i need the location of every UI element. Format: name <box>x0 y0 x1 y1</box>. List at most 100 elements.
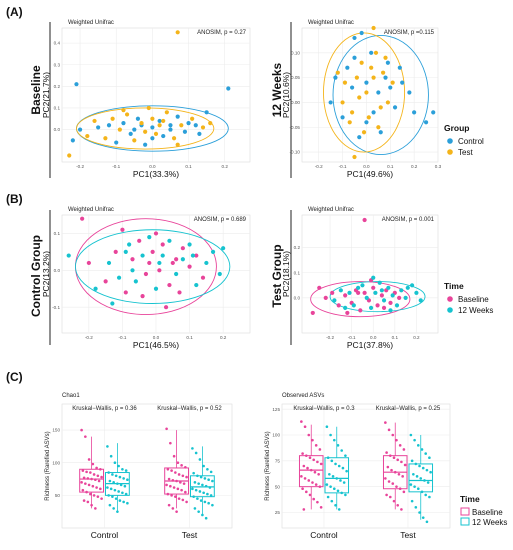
data-point <box>328 472 331 476</box>
y-axis-label: PC2(10.6%) <box>281 72 291 118</box>
data-point <box>200 275 206 280</box>
data-point <box>153 286 159 291</box>
data-point <box>119 483 123 487</box>
data-point <box>397 65 402 70</box>
data-point <box>86 477 90 480</box>
data-point <box>383 55 388 60</box>
data-point <box>123 290 128 295</box>
data-point <box>423 120 429 125</box>
data-point <box>170 469 173 472</box>
data-point <box>420 448 424 451</box>
data-point <box>340 115 345 120</box>
data-point <box>308 493 312 497</box>
data-point <box>157 118 162 124</box>
data-point <box>331 475 335 478</box>
data-point <box>165 427 168 431</box>
data-point <box>352 55 357 60</box>
confidence-ellipse <box>323 32 406 153</box>
x-tick-label: 0.1 <box>387 164 394 169</box>
data-point <box>186 120 191 126</box>
chart-title: Weighted Unifrac <box>308 207 354 213</box>
chart-title: Observed ASVs <box>282 393 324 399</box>
data-point <box>371 275 376 280</box>
data-point <box>87 458 91 461</box>
data-point <box>91 462 95 466</box>
data-point <box>94 507 97 510</box>
y-tick-label: 0.2 <box>294 245 301 250</box>
data-point <box>379 288 384 293</box>
data-point <box>300 420 303 423</box>
y-axis-label: PC2(21.7%) <box>41 72 51 118</box>
data-point <box>122 477 125 480</box>
data-point <box>97 479 101 483</box>
x-tick-label: Control <box>310 530 338 540</box>
data-point <box>410 499 414 503</box>
y-tick-label: 75 <box>275 458 281 463</box>
data-point <box>93 286 98 291</box>
data-point <box>108 503 112 507</box>
x-tick-label: -0.2 <box>326 335 334 340</box>
data-point <box>359 30 364 36</box>
data-point <box>160 253 165 258</box>
data-point <box>169 441 172 445</box>
row-label-control-group: Control Group <box>29 235 43 317</box>
data-point <box>175 510 178 513</box>
data-point <box>401 475 404 478</box>
data-point <box>364 90 369 95</box>
data-point <box>70 138 75 143</box>
data-point <box>385 451 388 454</box>
data-point <box>405 285 410 290</box>
anosim-annotation: ANOSIM, p = 0.689 <box>194 217 247 223</box>
data-point <box>112 507 115 510</box>
data-point <box>388 300 393 305</box>
data-point <box>359 60 364 65</box>
data-point <box>81 469 85 472</box>
data-point <box>170 260 175 266</box>
y-tick-label: 50 <box>275 484 281 489</box>
x-tick-label: 0.0 <box>370 335 377 340</box>
data-point <box>311 481 314 484</box>
x-tick-label: Test <box>182 530 198 540</box>
data-point <box>94 478 97 482</box>
data-point <box>373 290 378 295</box>
data-point <box>194 451 198 455</box>
data-point <box>418 298 423 303</box>
data-point <box>345 469 348 473</box>
data-point <box>384 421 387 424</box>
y-tick-label: 0.00 <box>291 100 300 105</box>
data-point <box>117 127 122 132</box>
data-point <box>323 295 328 300</box>
data-point <box>147 235 152 240</box>
data-point <box>312 458 316 462</box>
x-tick-label: 0.0 <box>363 164 370 169</box>
data-point <box>403 295 408 300</box>
data-point <box>199 499 203 502</box>
data-point <box>376 90 381 95</box>
panel-label-a: (A) <box>6 5 23 19</box>
data-point <box>197 131 202 137</box>
data-point <box>410 459 414 463</box>
legend-title: Group <box>444 123 470 133</box>
data-point <box>307 479 311 482</box>
data-point <box>194 253 199 258</box>
data-point <box>352 154 357 160</box>
data-point <box>99 487 102 491</box>
data-point <box>77 127 83 132</box>
data-point <box>121 120 126 126</box>
data-point <box>426 481 430 484</box>
y-tick-label: 0.0 <box>54 268 61 273</box>
data-point <box>202 464 205 468</box>
data-point <box>316 500 319 504</box>
data-point <box>389 454 392 457</box>
confidence-ellipse <box>74 229 231 304</box>
data-point <box>100 497 103 500</box>
data-point <box>160 242 165 247</box>
data-point <box>305 454 308 457</box>
data-point <box>356 290 361 295</box>
data-point <box>409 283 415 288</box>
data-point <box>364 120 369 125</box>
y-axis-label: Richness (Rarefied ASVs) <box>265 431 271 500</box>
scatter-plot-0: -0.2 -0.1 0.0 0.1 0.2 0.0 0.1 0.2 0.3 0.4 Weighted… <box>41 20 251 179</box>
data-point <box>336 489 340 493</box>
